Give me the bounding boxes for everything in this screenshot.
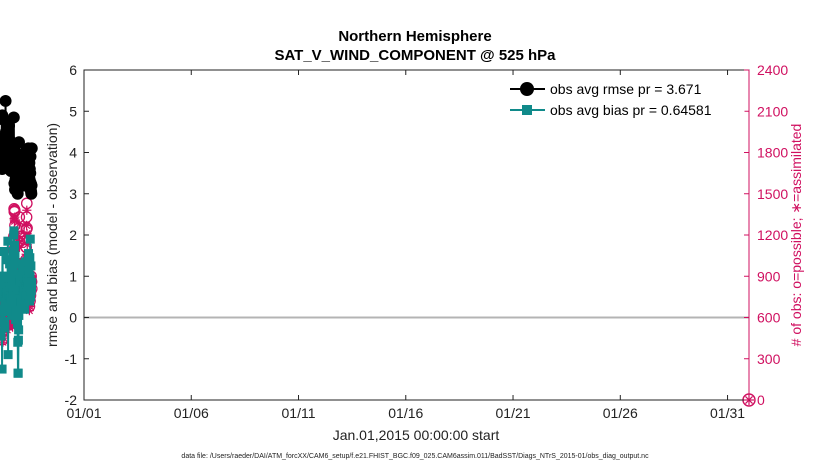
legend-box — [504, 77, 745, 125]
y-right-tick-label: 300 — [757, 351, 781, 367]
y-tick-label: 1 — [69, 268, 77, 284]
bias-point — [9, 226, 19, 236]
bias-point — [0, 331, 6, 341]
bias-point — [4, 304, 14, 314]
right-axis: 0 300 600 900 1200 1500 1800 2100 2400 — [744, 62, 788, 408]
bias-point — [3, 236, 13, 246]
y-right-tick-label: 1200 — [757, 227, 788, 243]
bias-point — [10, 259, 20, 269]
x-tick-label: 01/06 — [174, 405, 209, 421]
bias-point — [13, 368, 23, 378]
bias-point — [25, 253, 35, 263]
bias-point — [20, 304, 30, 314]
x-tick-label: 01/21 — [496, 405, 531, 421]
y-axis-label: rmse and bias (model - observation) — [44, 123, 60, 347]
obs-assimilated-stroke — [15, 220, 23, 228]
bias-point — [0, 323, 10, 333]
bias-point — [14, 325, 24, 335]
y-tick-label: 6 — [69, 62, 77, 78]
bias-point — [0, 247, 8, 256]
plot-area — [84, 70, 749, 400]
x-tick-label: 01/11 — [282, 405, 316, 421]
obs-assimilated-point — [10, 212, 20, 222]
y-right-tick-label: 1800 — [757, 145, 788, 161]
rmse-point — [12, 136, 25, 149]
y-right-tick-label: 2100 — [757, 103, 788, 119]
rmse-series — [0, 94, 38, 200]
bias-point — [12, 304, 22, 314]
bias-point — [5, 259, 15, 269]
y-right-tick-label: 0 — [757, 392, 765, 408]
bias-point — [0, 317, 9, 327]
obs-assimilated-stroke — [22, 221, 31, 230]
rmse-point — [25, 142, 38, 155]
bias-point — [3, 350, 13, 360]
rmse-point — [24, 167, 37, 180]
legend: obs avg rmse pr = 3.671 obs avg bias pr … — [504, 77, 745, 125]
bias-point — [25, 271, 35, 281]
bias-point — [26, 261, 36, 271]
bias-point — [27, 277, 37, 287]
legend-rmse-marker — [520, 82, 534, 96]
bias-point — [14, 310, 24, 320]
bias-point — [0, 364, 7, 374]
bias-point — [10, 240, 20, 250]
y-right-tick-label: 1500 — [757, 186, 788, 202]
x-axis-label: Jan.01,2015 00:00:00 start — [333, 427, 500, 443]
x-axis: 01/01 01/06 01/11 01/16 01/21 01/26 01/31 — [66, 70, 745, 421]
y-right-tick-label: 600 — [757, 310, 781, 326]
bias-point — [13, 335, 23, 345]
bias-point — [13, 319, 23, 329]
y-right-tick-label: 900 — [757, 268, 781, 284]
y-axis-right-label: # of obs: o=possible; ∗=assimilated — [788, 124, 804, 347]
legend-bias-marker — [522, 105, 532, 115]
y-right-tick-label: 2400 — [757, 62, 788, 78]
y-tick-label: 5 — [69, 103, 77, 119]
y-tick-label: 0 — [69, 310, 77, 326]
y-tick-label: -2 — [65, 392, 78, 408]
y-tick-label: -1 — [65, 351, 78, 367]
x-tick-label: 01/31 — [710, 405, 745, 421]
y-tick-label: 3 — [69, 186, 77, 202]
rmse-point — [7, 111, 20, 124]
bias-point — [18, 263, 28, 273]
left-axis: -2 -1 0 1 2 3 4 5 6 — [65, 62, 89, 408]
legend-rmse-text: obs avg rmse pr = 3.671 — [550, 81, 702, 97]
chart-title: Northern Hemisphere — [338, 28, 491, 45]
obs-assimilated-point — [22, 205, 32, 215]
x-tick-label: 01/26 — [603, 405, 638, 421]
y-tick-label: 4 — [69, 145, 77, 161]
bias-point — [8, 267, 18, 277]
rmse-point — [25, 179, 38, 192]
footnote: data file: /Users/raeder/DAI/ATM_forcXX/… — [181, 453, 649, 460]
rmse-point — [0, 94, 12, 107]
bias-point — [10, 251, 20, 261]
chart-subtitle: SAT_V_WIND_COMPONENT @ 525 hPa — [274, 47, 556, 64]
bias-point — [26, 292, 36, 302]
x-tick-label: 01/16 — [388, 405, 423, 421]
bias-series — [0, 226, 37, 378]
bias-point — [25, 234, 35, 244]
obs-assimilated-point — [21, 220, 32, 230]
obs-assimilated-stroke — [23, 206, 31, 214]
legend-bias-text: obs avg bias pr = 0.64581 — [550, 102, 712, 118]
y-tick-label: 2 — [69, 227, 77, 243]
obs-assimilated-point — [14, 219, 24, 229]
x-tick-label: 01/01 — [66, 405, 101, 421]
obs-assimilated-stroke — [11, 213, 19, 221]
obs-assimilated-stroke — [23, 229, 31, 238]
